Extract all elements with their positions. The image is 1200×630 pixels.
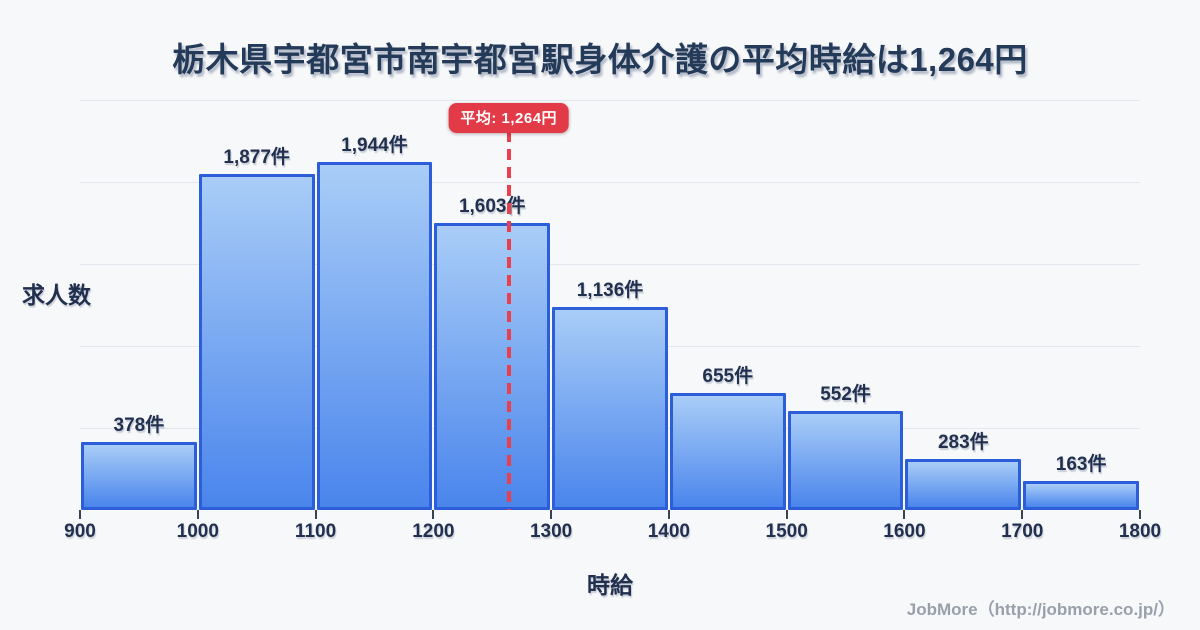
x-axis-tick-label: 900 xyxy=(64,521,96,542)
chart-title: 栃木県宇都宮市南宇都宮駅身体介護の平均時給は1,264円 xyxy=(172,41,1028,78)
histogram-bar xyxy=(905,459,1022,510)
x-axis-tick xyxy=(1021,510,1024,519)
bar-value-label: 1,944件 xyxy=(341,134,408,156)
x-axis-tick xyxy=(79,510,81,519)
x-axis-tick xyxy=(196,510,199,519)
x-axis-tick xyxy=(432,510,435,519)
bar-value-label: 655件 xyxy=(702,365,754,387)
histogram-bar xyxy=(787,411,904,510)
x-axis-tick xyxy=(550,510,553,519)
histogram-bar xyxy=(81,442,197,510)
average-badge: 平均: 1,264円 xyxy=(448,103,570,133)
x-axis-tick xyxy=(785,510,788,519)
histogram-plot: 平均: 1,264円 378件 1,877件 1,944件 1,603件 1,136件 6… xyxy=(64,100,1161,542)
x-axis-tick-label: 1800 xyxy=(1118,521,1162,542)
bar-value-label: 1,136件 xyxy=(576,279,644,301)
gridline xyxy=(80,100,1140,101)
x-axis-tick-label: 1300 xyxy=(529,521,573,542)
bar-value-label: 163件 xyxy=(1055,453,1107,475)
gridline xyxy=(80,182,1140,183)
x-axis-tick-label: 1400 xyxy=(647,521,691,542)
histogram-bar xyxy=(434,223,551,510)
x-axis-tick-label: 1200 xyxy=(412,521,455,542)
x-axis-tick-label: 1500 xyxy=(765,521,808,542)
x-axis-tick xyxy=(667,510,670,519)
x-axis-tick-label: 1600 xyxy=(883,521,926,542)
gridline xyxy=(80,264,1140,265)
y-axis-title: 求人数 xyxy=(22,282,91,308)
histogram-bar xyxy=(198,173,315,510)
bar-value-label: 283件 xyxy=(937,432,989,454)
x-axis-tick xyxy=(903,510,906,519)
bar-value-label: 1,877件 xyxy=(223,146,290,168)
footer-credit: JobMore（http://jobmore.co.jp/） xyxy=(906,600,1175,619)
histogram-bar xyxy=(1023,480,1139,510)
bar-value-label: 552件 xyxy=(820,384,871,406)
x-axis-tick-label: 1000 xyxy=(176,521,219,542)
bar-value-label: 378件 xyxy=(113,415,165,437)
histogram-bar xyxy=(316,161,433,510)
x-axis-tick xyxy=(314,510,317,519)
x-axis-tick-label: 1100 xyxy=(294,521,337,542)
average-line xyxy=(506,131,511,510)
bar-value-label: 1,603件 xyxy=(458,196,526,217)
histogram-bar xyxy=(552,306,668,510)
x-axis-tick-label: 1700 xyxy=(1001,521,1044,542)
x-axis-tick xyxy=(1139,510,1141,519)
x-axis-title: 時給 xyxy=(587,572,633,598)
histogram-bar xyxy=(669,392,786,510)
